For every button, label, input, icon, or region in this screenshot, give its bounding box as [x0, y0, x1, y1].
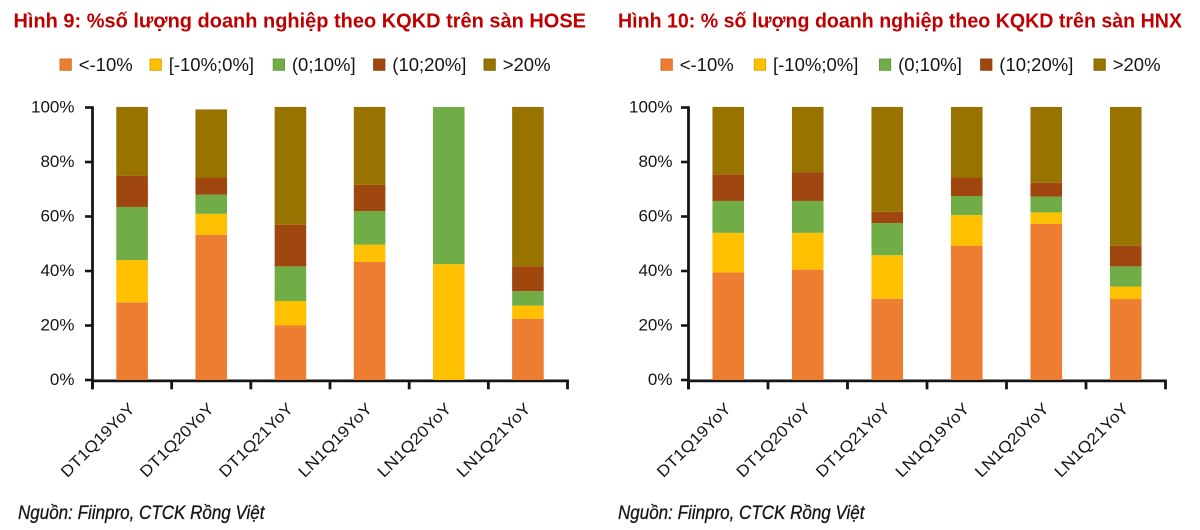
- svg-text:>20%: >20%: [503, 54, 551, 75]
- svg-text:(0;10%]: (0;10%]: [898, 54, 962, 75]
- svg-text:(10;20%]: (10;20%]: [392, 54, 466, 75]
- svg-text:80%: 80%: [638, 152, 672, 171]
- svg-text:[-10%;0%]: [-10%;0%]: [169, 54, 254, 75]
- svg-text:(10;20%]: (10;20%]: [999, 54, 1073, 75]
- svg-text:<-10%: <-10%: [79, 54, 133, 75]
- svg-text:20%: 20%: [40, 316, 74, 335]
- svg-text:80%: 80%: [40, 152, 74, 171]
- svg-text:Nguồn: Fiinpro, CTCK Rồng Việt: Nguồn: Fiinpro, CTCK Rồng Việt: [618, 503, 865, 524]
- svg-text:>20%: >20%: [1113, 54, 1161, 75]
- svg-text:40%: 40%: [638, 261, 672, 280]
- svg-text:60%: 60%: [638, 207, 672, 226]
- svg-text:(0;10%]: (0;10%]: [292, 54, 356, 75]
- svg-text:100%: 100%: [629, 98, 672, 117]
- svg-text:60%: 60%: [40, 207, 74, 226]
- svg-text:0%: 0%: [648, 370, 673, 389]
- svg-text:0%: 0%: [50, 370, 75, 389]
- svg-text:<-10%: <-10%: [680, 54, 734, 75]
- svg-text:40%: 40%: [40, 261, 74, 280]
- svg-text:[-10%;0%]: [-10%;0%]: [773, 54, 858, 75]
- svg-text:100%: 100%: [31, 98, 74, 117]
- svg-text:20%: 20%: [638, 316, 672, 335]
- svg-text:Hình 9: %số lượng doanh nghiệp: Hình 9: %số lượng doanh nghiệp theo KQKD…: [14, 10, 587, 33]
- svg-text:Nguồn: Fiinpro, CTCK Rồng Việt: Nguồn: Fiinpro, CTCK Rồng Việt: [18, 503, 265, 524]
- svg-text:Hình 10: % số lượng doanh nghi: Hình 10: % số lượng doanh nghiệp theo KQ…: [618, 10, 1182, 33]
